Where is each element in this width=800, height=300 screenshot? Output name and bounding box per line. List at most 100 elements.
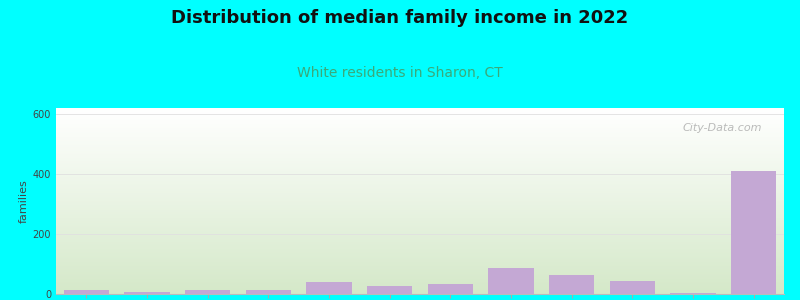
Bar — [56, 224, 784, 225]
Bar — [56, 163, 784, 164]
Bar — [610, 281, 655, 294]
Bar — [56, 180, 784, 181]
Bar — [56, 255, 784, 256]
Bar — [306, 282, 352, 294]
Bar — [56, 156, 784, 157]
Bar — [56, 200, 784, 201]
Bar — [56, 236, 784, 237]
Bar — [56, 133, 784, 134]
Bar — [56, 252, 784, 253]
Bar — [56, 122, 784, 123]
Bar — [185, 290, 230, 294]
Bar — [56, 237, 784, 238]
Bar — [56, 209, 784, 210]
Bar — [56, 135, 784, 136]
Bar — [56, 158, 784, 159]
Bar — [56, 196, 784, 197]
Bar — [56, 185, 784, 186]
Bar — [56, 147, 784, 148]
Bar — [63, 290, 109, 294]
Bar — [56, 145, 784, 146]
Bar — [56, 128, 784, 129]
Bar — [56, 232, 784, 233]
Bar — [56, 153, 784, 154]
Bar — [56, 108, 784, 109]
Bar — [124, 292, 170, 294]
Bar — [56, 293, 784, 294]
Bar — [56, 123, 784, 124]
Bar — [56, 150, 784, 151]
Y-axis label: families: families — [18, 179, 29, 223]
Bar — [56, 161, 784, 162]
Bar — [56, 204, 784, 205]
Bar — [56, 189, 784, 190]
Bar — [56, 269, 784, 270]
Bar — [56, 168, 784, 169]
Bar — [56, 263, 784, 264]
Bar — [56, 218, 784, 219]
Bar — [56, 192, 784, 193]
Bar — [56, 165, 784, 166]
Bar — [56, 143, 784, 144]
Bar — [56, 124, 784, 125]
Bar — [56, 271, 784, 272]
Bar — [56, 149, 784, 150]
Bar — [56, 223, 784, 224]
Bar — [731, 171, 777, 294]
Bar — [56, 187, 784, 188]
Bar — [56, 116, 784, 117]
Bar — [56, 286, 784, 287]
Bar — [56, 267, 784, 268]
Bar — [56, 261, 784, 262]
Bar — [56, 272, 784, 273]
Bar — [56, 229, 784, 230]
Bar — [56, 253, 784, 254]
Bar — [56, 160, 784, 161]
Text: White residents in Sharon, CT: White residents in Sharon, CT — [297, 66, 503, 80]
Bar — [56, 112, 784, 113]
Bar — [56, 162, 784, 163]
Bar — [427, 284, 473, 294]
Bar — [56, 169, 784, 170]
Bar — [56, 256, 784, 257]
Bar — [56, 280, 784, 281]
Bar — [56, 114, 784, 115]
Bar — [56, 125, 784, 126]
Bar — [56, 227, 784, 228]
Bar — [56, 201, 784, 202]
Bar — [56, 110, 784, 111]
Bar — [56, 111, 784, 112]
Bar — [56, 251, 784, 252]
Bar — [56, 244, 784, 245]
Bar — [56, 154, 784, 155]
Bar — [56, 170, 784, 171]
Bar — [670, 292, 716, 294]
Bar — [56, 113, 784, 114]
Bar — [56, 275, 784, 276]
Bar — [56, 173, 784, 174]
Bar — [56, 239, 784, 240]
Bar — [56, 179, 784, 180]
Bar — [56, 129, 784, 130]
Bar — [56, 138, 784, 139]
Bar — [56, 164, 784, 165]
Bar — [56, 121, 784, 122]
Bar — [56, 157, 784, 158]
Bar — [56, 139, 784, 140]
Bar — [56, 171, 784, 172]
Bar — [56, 258, 784, 259]
Bar — [56, 219, 784, 220]
Bar — [56, 241, 784, 242]
Bar — [56, 291, 784, 292]
Bar — [56, 289, 784, 290]
Bar — [56, 279, 784, 280]
Bar — [56, 198, 784, 199]
Bar — [56, 238, 784, 239]
Bar — [56, 193, 784, 194]
Bar — [56, 285, 784, 286]
Bar — [56, 248, 784, 249]
Bar — [56, 142, 784, 143]
Bar — [56, 148, 784, 149]
Bar — [56, 245, 784, 246]
Bar — [56, 176, 784, 177]
